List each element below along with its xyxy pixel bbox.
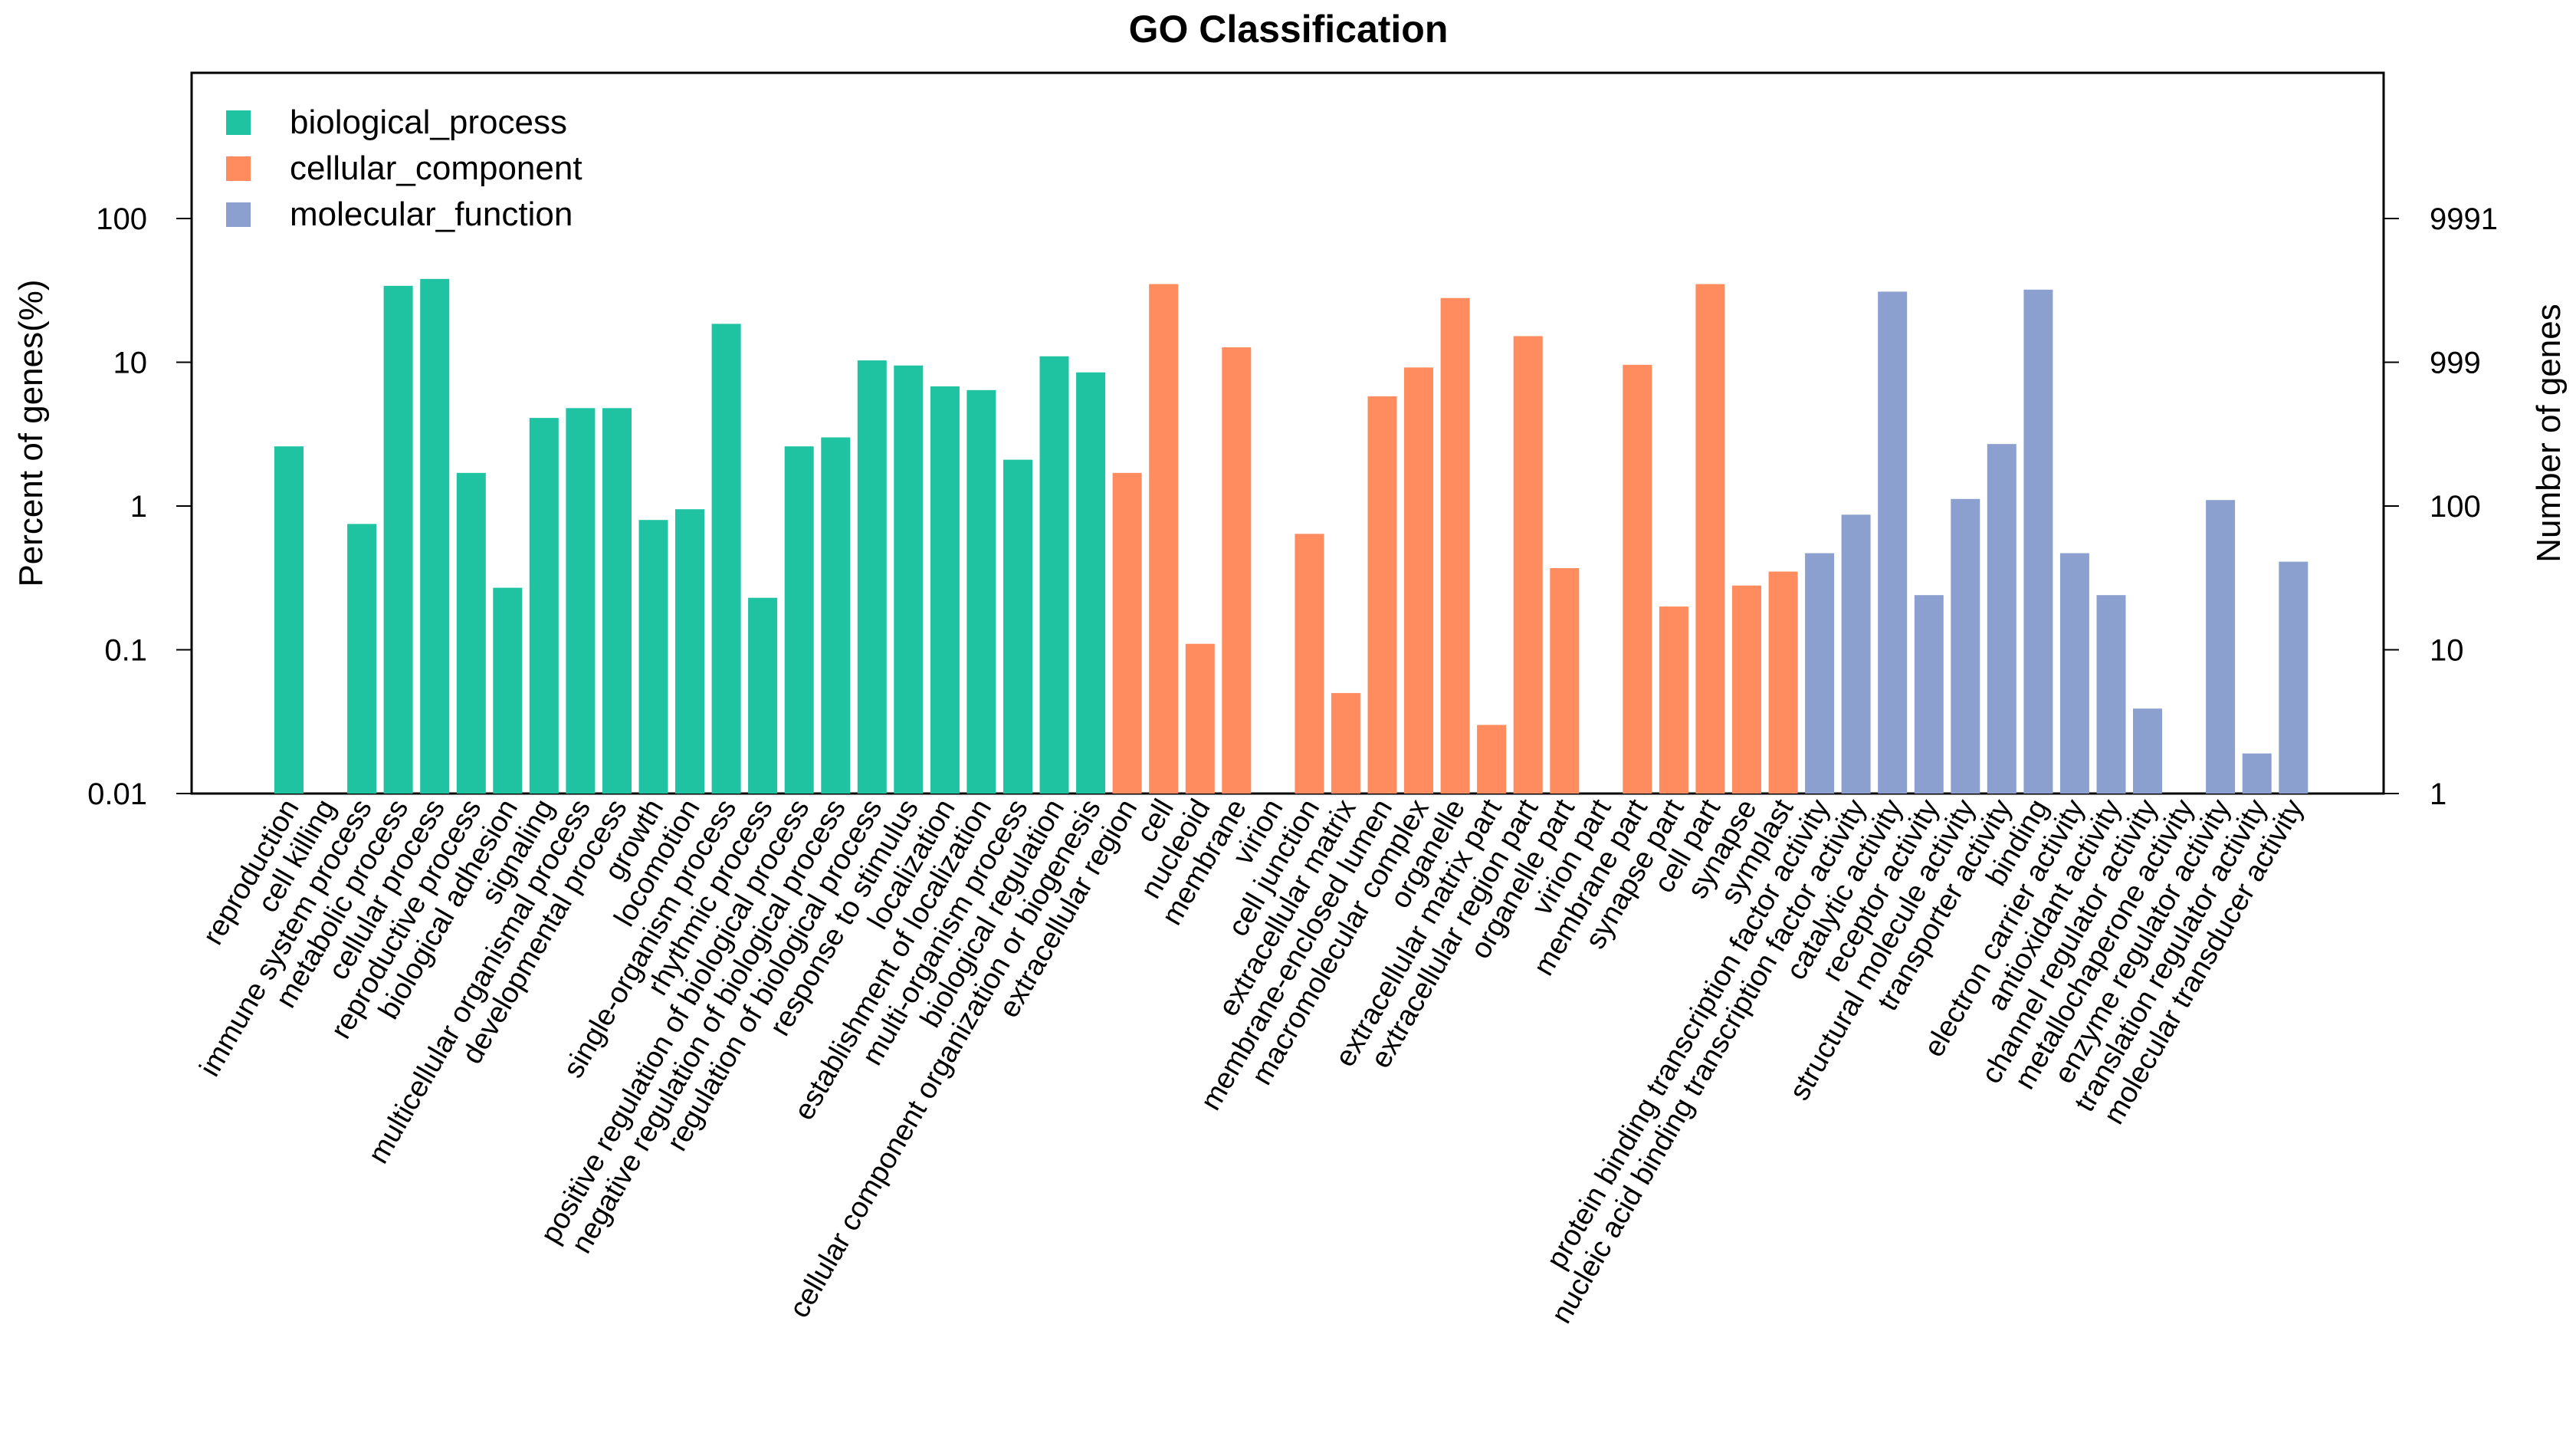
chart-title: GO Classification xyxy=(1129,8,1449,51)
bar-negative-regulation-of-biological-process xyxy=(821,437,851,794)
bar-macromolecular-complex xyxy=(1404,367,1433,794)
bar-positive-regulation-of-biological-process xyxy=(784,446,814,794)
bar-biological-adhesion xyxy=(493,587,523,794)
bar-reproductive-process xyxy=(456,472,486,794)
bar-cell-part xyxy=(1695,284,1725,794)
bar-organelle-part xyxy=(1550,568,1580,794)
y-right-tick-label: 999 xyxy=(2430,347,2481,380)
y-axis-left: 100 10 1 0.1 0.01 xyxy=(87,202,192,811)
y-tick-label: 1 xyxy=(130,490,147,524)
bar-receptor-activity xyxy=(1914,595,1944,794)
legend: biological_process cellular_componentmole… xyxy=(226,104,582,233)
y-axis-label: Percent of genes(%) xyxy=(12,279,50,587)
bar-growth xyxy=(638,520,668,794)
y-right-tick-label: 1 xyxy=(2430,777,2446,811)
bar-locomotion xyxy=(675,509,704,794)
bar-molecular-transducer-activity xyxy=(2279,561,2309,794)
y-tick-label: 10 xyxy=(113,347,148,380)
y-tick-label: 0.1 xyxy=(104,634,147,668)
bar-biological-regulation xyxy=(1039,356,1069,794)
bar-structural-molecule-activity xyxy=(1951,498,1980,794)
bar-extracellular-matrix-part xyxy=(1477,725,1507,794)
bar-signaling xyxy=(529,418,559,794)
y-right-tick-label: 100 xyxy=(2430,490,2481,524)
bar-membrane-part xyxy=(1623,364,1652,794)
bar-organelle xyxy=(1440,297,1470,794)
bar-developmental-process xyxy=(602,408,632,794)
bar-transporter-activity xyxy=(1987,444,2016,794)
bar-reproduction xyxy=(274,446,304,794)
legend-label: molecular_function xyxy=(290,196,573,233)
bar-metabolic-process xyxy=(383,285,413,794)
y-tick-label: 0.01 xyxy=(87,777,147,811)
bar-cell xyxy=(1149,284,1179,794)
legend-label: cellular_component xyxy=(290,150,582,187)
bar-membrane-enclosed-lumen xyxy=(1367,396,1397,794)
y-right-tick-label: 10 xyxy=(2430,634,2464,668)
bar-establishment-of-localization xyxy=(966,389,996,794)
bar-binding xyxy=(2023,289,2053,794)
bar-protein-binding-transcription-factor-activity xyxy=(1805,553,1835,794)
bar-nucleoid xyxy=(1185,643,1215,794)
bar-multi-organism-process xyxy=(1003,459,1032,794)
legend-swatch xyxy=(226,156,251,181)
bar-cellular-process xyxy=(420,278,450,794)
bar-membrane xyxy=(1222,347,1252,794)
bar-translation-regulator-activity xyxy=(2242,753,2272,794)
bar-response-to-stimulus xyxy=(894,365,924,794)
legend-swatch xyxy=(226,110,251,135)
bar-immune-system-process xyxy=(347,524,377,794)
y-axis-right: 9991 999 100 10 1 xyxy=(2383,202,2498,811)
bar-nucleic-acid-binding-transcription-factor-activity xyxy=(1841,514,1871,794)
bar-channel-regulator-activity xyxy=(2133,708,2162,794)
bar-electron-carrier-activity xyxy=(2059,553,2089,794)
bar-symplast xyxy=(1768,571,1798,794)
bar-cell-junction xyxy=(1295,534,1324,794)
bar-localization xyxy=(930,386,960,794)
legend-label: biological_process xyxy=(290,104,567,141)
bar-enzyme-regulator-activity xyxy=(2206,500,2236,794)
y-right-tick-label: 9991 xyxy=(2430,202,2498,236)
bar-group xyxy=(274,278,2309,794)
bar-synapse xyxy=(1732,585,1761,794)
y-axis-right-label: Number of genes xyxy=(2530,304,2568,563)
bar-antioxidant-activity xyxy=(2096,595,2126,794)
bar-multicellular-organismal-process xyxy=(566,408,596,794)
y-tick-label: 100 xyxy=(96,202,147,236)
bar-rhythmic-process xyxy=(748,597,778,794)
legend-swatch xyxy=(226,202,251,227)
bar-extracellular-region xyxy=(1112,472,1142,794)
bar-catalytic-activity xyxy=(1878,291,1908,794)
bar-extracellular-matrix xyxy=(1331,692,1360,794)
bar-synapse-part xyxy=(1659,606,1688,794)
bar-regulation-of-biological-process xyxy=(857,360,887,794)
bar-extracellular-region-part xyxy=(1513,336,1543,794)
bar-single-organism-process xyxy=(711,324,741,794)
bar-cellular-component-organization-or-biogenesis xyxy=(1076,372,1106,794)
